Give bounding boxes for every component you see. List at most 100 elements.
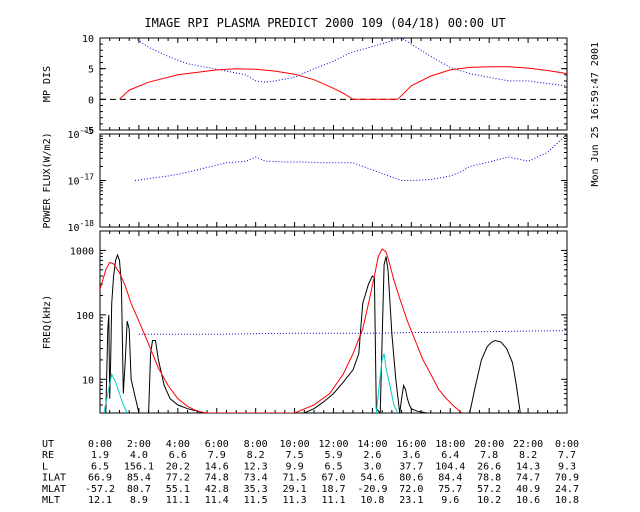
ephemeris-value: 7.5 <box>286 450 304 461</box>
series-cyan-6 <box>375 353 399 413</box>
y-tick-exponent: -18 <box>80 219 95 228</box>
ephemeris-value: 9.3 <box>558 461 576 472</box>
ephemeris-value: 7.7 <box>558 450 576 461</box>
series-blue-3 <box>138 330 567 335</box>
ephemeris-value: 8:00 <box>244 439 268 450</box>
ephemeris-value: 14.6 <box>205 461 229 472</box>
ephemeris-value: 42.8 <box>205 484 229 495</box>
panel-mp-distance: -5 0 5 10 MP DIS <box>42 34 568 137</box>
ephemeris-value: 71.5 <box>283 473 307 484</box>
ephemeris-value: 70.9 <box>555 473 579 484</box>
ephemeris-value: 8.2 <box>247 450 265 461</box>
ephemeris-value: 18.7 <box>321 484 345 495</box>
ephemeris-value: 10:00 <box>280 439 310 450</box>
timestamp-label: Mon Jun 25 16:59:47 2001 <box>590 42 601 187</box>
ephemeris-value: 80.6 <box>399 473 423 484</box>
y-axis-label: FREQ(kHz) <box>42 295 53 349</box>
ephemeris-value: 24.7 <box>555 484 579 495</box>
ephemeris-value: 104.4 <box>435 461 465 472</box>
y-tick-label: 10-18 <box>68 219 95 234</box>
ephemeris-label-mlt: MLT <box>42 495 60 506</box>
ephemeris-value: 75.7 <box>438 484 462 495</box>
ephemeris-value: 10.2 <box>477 495 501 506</box>
ephemeris-value: 156.1 <box>124 461 154 472</box>
y-tick-label: 10-16 <box>68 126 95 141</box>
ephemeris-value: 2.6 <box>363 450 381 461</box>
series-blue-0 <box>134 134 567 181</box>
ephemeris-value: 11.5 <box>244 495 268 506</box>
ephemeris-value: 55.1 <box>166 484 190 495</box>
panel-power-flux: 10-18 10-17 10-16 POWER FLUX(W/m2) <box>42 126 568 234</box>
series-blue-0 <box>134 38 567 87</box>
ephemeris-value: 6.5 <box>91 461 109 472</box>
ephemeris-value: 12.1 <box>88 495 112 506</box>
panel-frequency: 10 100 1000 FREQ(kHz) <box>42 230 568 414</box>
ephemeris-value: 3.0 <box>363 461 381 472</box>
series-red-1 <box>119 66 567 100</box>
y-tick-exponent: -16 <box>80 126 95 135</box>
ephemeris-value: 80.7 <box>127 484 151 495</box>
ephemeris-value: 1.9 <box>91 450 109 461</box>
ephemeris-label-re: RE <box>42 450 54 461</box>
series-red-4 <box>100 248 463 413</box>
panel-frame <box>99 133 568 228</box>
ephemeris-value: 14:00 <box>357 439 387 450</box>
series-black-1 <box>304 256 427 413</box>
y-tick-label: 0 <box>88 95 94 106</box>
y-tick-exponent: -17 <box>80 173 95 182</box>
panel-frame <box>99 37 568 131</box>
ephemeris-value: 73.4 <box>244 473 268 484</box>
ephemeris-value: 0:00 <box>555 439 579 450</box>
ephemeris-table: UT 0:00 2:00 4:00 6:00 8:00 10:00 12:00 14:00 16:… <box>42 439 579 506</box>
ephemeris-value: -57.2 <box>85 484 115 495</box>
ephemeris-value: 2:00 <box>127 439 151 450</box>
ephemeris-value: 20.2 <box>166 461 190 472</box>
ephemeris-value: 16:00 <box>396 439 426 450</box>
series-black-2 <box>469 339 521 413</box>
ephemeris-value: 74.8 <box>205 473 229 484</box>
ephemeris-label-mlat: MLAT <box>42 484 66 495</box>
ephemeris-label-ilat: ILAT <box>42 473 66 484</box>
panel-frame <box>99 230 568 414</box>
ephemeris-value: 78.8 <box>477 473 501 484</box>
ephemeris-value: 8.9 <box>130 495 148 506</box>
ephemeris-value: 66.9 <box>88 473 112 484</box>
y-tick-label: 10 <box>82 34 94 45</box>
ephemeris-value: 67.0 <box>321 473 345 484</box>
ephemeris-value: 7.8 <box>480 450 498 461</box>
series-cyan-5 <box>103 372 128 413</box>
ephemeris-value: 37.7 <box>399 461 423 472</box>
ephemeris-value: 10.8 <box>555 495 579 506</box>
y-tick-label: 10 <box>82 375 94 386</box>
ephemeris-label-ut: UT <box>42 439 54 450</box>
ephemeris-value: 84.4 <box>438 473 462 484</box>
ephemeris-value: 4:00 <box>166 439 190 450</box>
ephemeris-value: 11.3 <box>283 495 307 506</box>
ephemeris-value: -20.9 <box>357 484 387 495</box>
chart-title: IMAGE RPI PLASMA PREDICT 2000 109 (04/18… <box>144 16 505 30</box>
ephemeris-value: 40.9 <box>516 484 540 495</box>
ephemeris-value: 57.2 <box>477 484 501 495</box>
ephemeris-value: 9.9 <box>286 461 304 472</box>
ephemeris-value: 20:00 <box>474 439 504 450</box>
ephemeris-value: 9.6 <box>441 495 459 506</box>
ephemeris-value: 26.6 <box>477 461 501 472</box>
ephemeris-value: 6.4 <box>441 450 459 461</box>
ephemeris-value: 72.0 <box>399 484 423 495</box>
ephemeris-value: 29.1 <box>283 484 307 495</box>
ephemeris-value: 12:00 <box>318 439 348 450</box>
ephemeris-value: 11.1 <box>321 495 345 506</box>
ephemeris-value: 54.6 <box>360 473 384 484</box>
ephemeris-value: 18:00 <box>435 439 465 450</box>
ephemeris-value: 85.4 <box>127 473 151 484</box>
y-tick-label: -5 <box>82 126 94 137</box>
y-tick-label: 5 <box>88 65 94 76</box>
y-axis-label: MP DIS <box>42 66 53 102</box>
y-tick-label: 100 <box>76 311 94 322</box>
ephemeris-value: 6.6 <box>169 450 187 461</box>
ephemeris-value: 8.2 <box>519 450 537 461</box>
ephemeris-value: 74.7 <box>516 473 540 484</box>
ephemeris-value: 3.6 <box>402 450 420 461</box>
y-axis-label: POWER FLUX(W/m2) <box>42 132 53 228</box>
ephemeris-label-l: L <box>42 461 48 472</box>
